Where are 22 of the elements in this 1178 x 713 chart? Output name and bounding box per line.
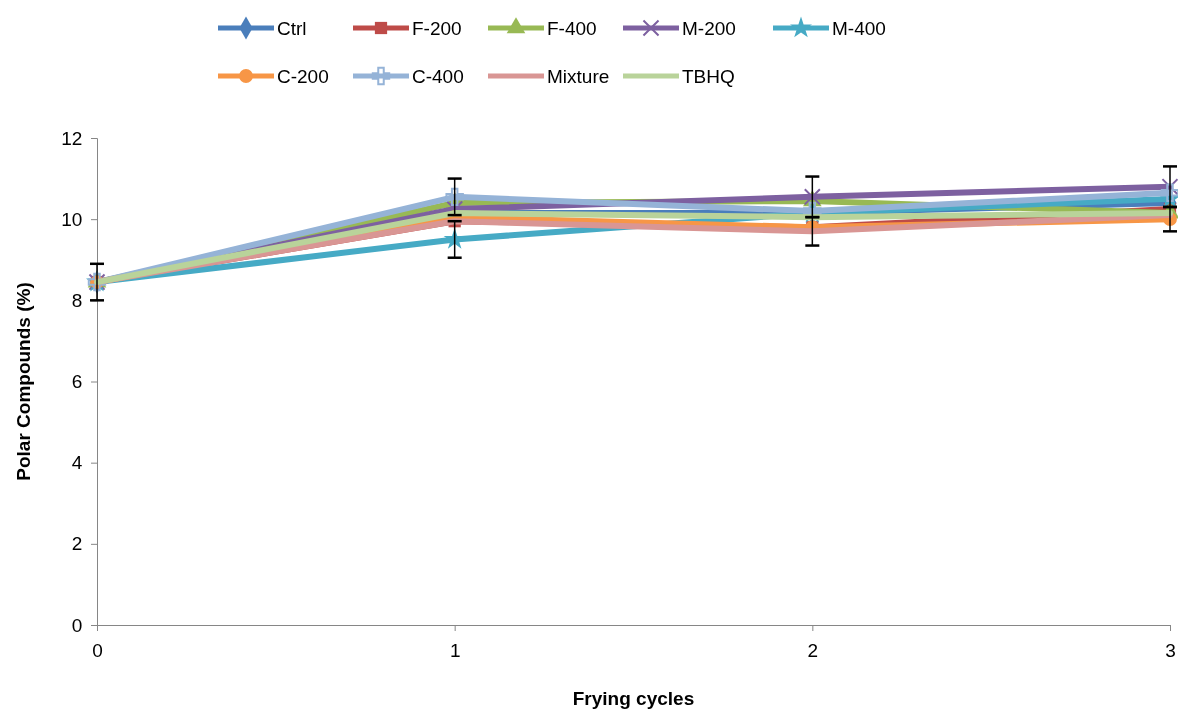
y-tick-label: 12: [61, 127, 83, 149]
legend-label: C-400: [412, 66, 464, 87]
y-tick-label: 4: [71, 452, 83, 474]
y-tick-label: 0: [71, 614, 83, 636]
legend-label: M-400: [832, 18, 886, 39]
x-tick-label: 0: [92, 639, 103, 661]
legend-label: TBHQ: [682, 66, 735, 87]
legend-label: M-200: [682, 18, 736, 39]
y-tick-label: 2: [71, 533, 83, 555]
y-axis-title: Polar Compounds (%): [13, 282, 34, 481]
y-tick-label: 8: [71, 289, 83, 311]
x-tick-label: 3: [1165, 639, 1176, 661]
x-axis-title: Frying cycles: [572, 688, 695, 709]
legend-label: Ctrl: [277, 18, 307, 39]
x-tick-label: 1: [449, 639, 461, 661]
y-tick-label: 6: [71, 371, 83, 393]
legend-label: F-200: [412, 18, 462, 39]
x-tick-label: 2: [807, 639, 819, 661]
legend-label: Mixture: [547, 66, 610, 87]
legend-label: C-200: [277, 66, 329, 87]
legend-label: F-400: [547, 18, 597, 39]
y-tick-label: 10: [61, 208, 83, 230]
